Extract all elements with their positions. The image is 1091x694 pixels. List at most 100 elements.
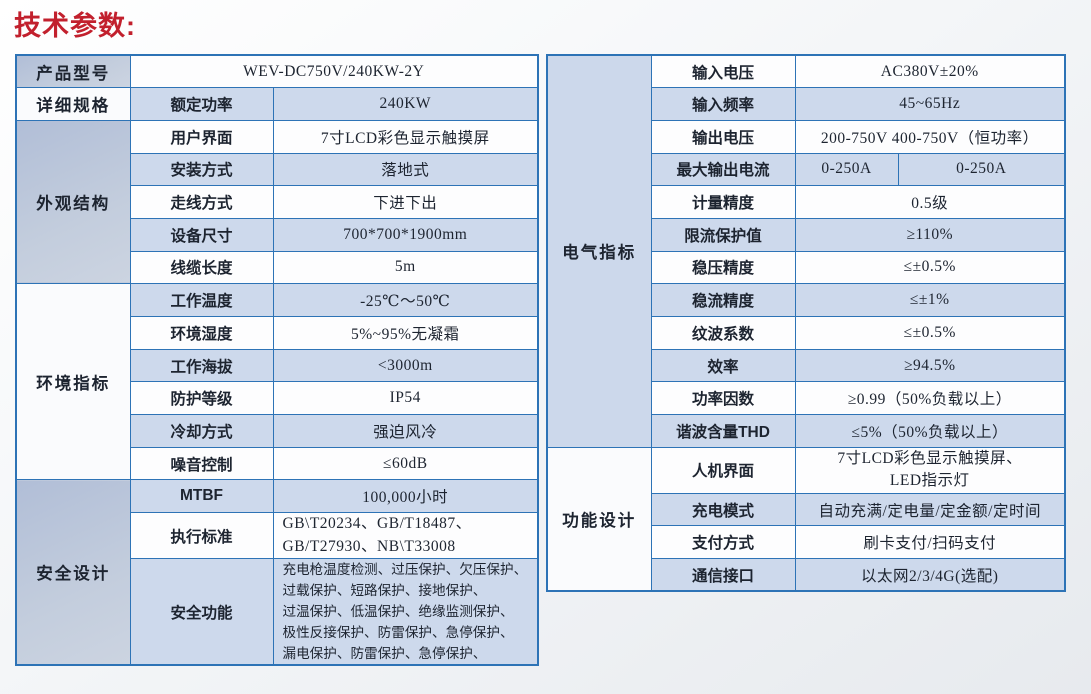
param-cell: 计量精度 [650, 185, 796, 219]
param-cell: 安全功能 [129, 558, 274, 666]
spec-row: 安全功能 充电枪温度检测、过压保护、欠压保护、 过载保护、短路保护、接地保护、 … [16, 558, 539, 666]
value-cell: ≤±0.5% [794, 316, 1066, 350]
value-cell-current-b: 0-250A [897, 152, 1066, 187]
param-cell: 防护等级 [129, 381, 274, 416]
group-cell-product-model: 产品型号 [15, 54, 131, 89]
param-cell: 限流保护值 [650, 217, 796, 252]
param-cell: 用户界面 [129, 119, 274, 154]
spec-row: 冷却方式 强迫风冷 [16, 414, 539, 448]
value-cell: 以太网2/3/4G(选配) [794, 558, 1066, 592]
param-cell: 功率因数 [650, 381, 796, 416]
param-cell: 冷却方式 [129, 414, 274, 448]
spec-row: 充电模式 自动充满/定电量/定金额/定时间 [547, 492, 1066, 527]
param-cell: 谐波含量THD [650, 414, 796, 448]
spec-row: 安全设计 MTBF 100,000小时 [15, 479, 539, 666]
value-cell: 45~65Hz [794, 87, 1066, 121]
value-cell: 240KW [272, 87, 539, 121]
value-cell: ≤60dB [272, 446, 539, 481]
value-cell: 刷卡支付/扫码支付 [794, 525, 1066, 560]
value-cell: ≥0.99（50%负载以上） [794, 381, 1066, 416]
value-cell: 下进下出 [272, 185, 539, 219]
spec-row: 环境指标 工作温度 -25℃～50℃ [15, 283, 539, 481]
value-cell: 落地式 [272, 152, 539, 187]
param-cell: 线缆长度 [129, 250, 274, 285]
group-cell-detail-spec: 详细规格 [15, 87, 131, 121]
value-cell: 5m [272, 250, 539, 285]
param-cell: 最大输出电流 [650, 152, 796, 187]
left-spec-table: 产品型号 WEV-DC750V/240KW-2Y 详细规格 额定功率 240KW… [15, 54, 539, 667]
spec-row: 稳流精度 ≤±1% [547, 283, 1066, 317]
group-cell-electrical: 电气指标 [546, 54, 652, 448]
param-cell: 工作海拔 [129, 348, 274, 383]
value-cell-safety-functions: 充电枪温度检测、过压保护、欠压保护、 过载保护、短路保护、接地保护、 过温保护、… [272, 558, 539, 666]
value-cell: AC380V±20% [794, 54, 1066, 89]
value-cell-standards: GB\T20234、GB/T18487、 GB/T27930、NB\T33008 [272, 512, 539, 560]
group-cell-functions: 功能设计 [546, 446, 652, 592]
spec-row: 外观结构 用户界面 7寸LCD彩色显示触摸屏 [15, 119, 539, 285]
value-cell: ≥94.5% [794, 348, 1066, 383]
value-cell: ≤±1% [794, 283, 1066, 317]
value-cell: 5%~95%无凝霜 [272, 316, 539, 350]
spec-row: 功率因数 ≥0.99（50%负载以上） [547, 381, 1066, 416]
value-cell: ≥110% [794, 217, 1066, 252]
spec-row: 环境湿度 5%~95%无凝霜 [16, 316, 539, 350]
value-cell-current-a: 0-250A [794, 152, 899, 187]
spec-row: 工作海拔 <3000m [16, 348, 539, 383]
value-cell: 0.5级 [794, 185, 1066, 219]
param-cell: 纹波系数 [650, 316, 796, 350]
param-cell: 通信接口 [650, 558, 796, 592]
param-cell: 走线方式 [129, 185, 274, 219]
param-cell: 安装方式 [129, 152, 274, 187]
spec-row: 详细规格 额定功率 240KW [15, 87, 539, 121]
value-cell: ≤±0.5% [794, 250, 1066, 285]
param-cell: 输入电压 [650, 54, 796, 89]
value-cell: 强迫风冷 [272, 414, 539, 448]
group-cell-appearance: 外观结构 [15, 119, 131, 285]
spec-row: 计量精度 0.5级 [547, 185, 1066, 219]
value-cell: 自动充满/定电量/定金额/定时间 [794, 492, 1066, 527]
value-cell: IP54 [272, 381, 539, 416]
value-cell: -25℃～50℃ [272, 283, 539, 317]
value-cell: 200-750V 400-750V（恒功率） [794, 119, 1066, 154]
spec-row: 电气指标 输入电压 AC380V±20% [546, 54, 1066, 448]
value-cell: <3000m [272, 348, 539, 383]
spec-row: 设备尺寸 700*700*1900mm [16, 217, 539, 252]
spec-tables-container: 产品型号 WEV-DC750V/240KW-2Y 详细规格 额定功率 240KW… [0, 54, 1091, 667]
param-cell: 人机界面 [650, 446, 796, 494]
value-cell: 100,000小时 [272, 479, 539, 514]
param-cell: 环境湿度 [129, 316, 274, 350]
param-cell: 噪音控制 [129, 446, 274, 481]
spec-row: 防护等级 IP54 [16, 381, 539, 416]
page-title: 技术参数: [14, 11, 136, 41]
spec-row: 最大输出电流 0-250A 0-250A [547, 152, 1066, 187]
value-cell: ≤5%（50%负载以上） [794, 414, 1066, 448]
spec-row: 执行标准 GB\T20234、GB/T18487、 GB/T27930、NB\T… [16, 512, 539, 560]
param-cell: 额定功率 [129, 87, 274, 121]
spec-row: 谐波含量THD ≤5%（50%负载以上） [547, 414, 1066, 448]
value-cell-model: WEV-DC750V/240KW-2Y [129, 54, 539, 89]
param-cell: 输出电压 [650, 119, 796, 154]
spec-row: 通信接口 以太网2/3/4G(选配) [547, 558, 1066, 592]
param-cell: 工作温度 [129, 283, 274, 317]
value-cell: 7寸LCD彩色显示触摸屏 [272, 119, 539, 154]
spec-row: 产品型号 WEV-DC750V/240KW-2Y [15, 54, 539, 89]
spec-row: 效率 ≥94.5% [547, 348, 1066, 383]
value-cell-hmi: 7寸LCD彩色显示触摸屏、 LED指示灯 [794, 446, 1066, 494]
param-cell: MTBF [129, 479, 274, 514]
param-cell: 充电模式 [650, 492, 796, 527]
param-cell: 稳流精度 [650, 283, 796, 317]
spec-row: 功能设计 人机界面 7寸LCD彩色显示触摸屏、 LED指示灯 [546, 446, 1066, 592]
param-cell: 效率 [650, 348, 796, 383]
spec-row: 输出电压 200-750V 400-750V（恒功率） [547, 119, 1066, 154]
param-cell: 稳压精度 [650, 250, 796, 285]
param-cell: 设备尺寸 [129, 217, 274, 252]
param-cell: 输入频率 [650, 87, 796, 121]
spec-row: 线缆长度 5m [16, 250, 539, 285]
spec-row: 限流保护值 ≥110% [547, 217, 1066, 252]
spec-row: 纹波系数 ≤±0.5% [547, 316, 1066, 350]
group-cell-environment: 环境指标 [15, 283, 131, 481]
spec-row: 安装方式 落地式 [16, 152, 539, 187]
right-spec-table: 电气指标 输入电压 AC380V±20% 输入频率 45~65Hz 输出电压 2… [546, 54, 1066, 593]
spec-row: 输入频率 45~65Hz [547, 87, 1066, 121]
param-cell: 执行标准 [129, 512, 274, 560]
